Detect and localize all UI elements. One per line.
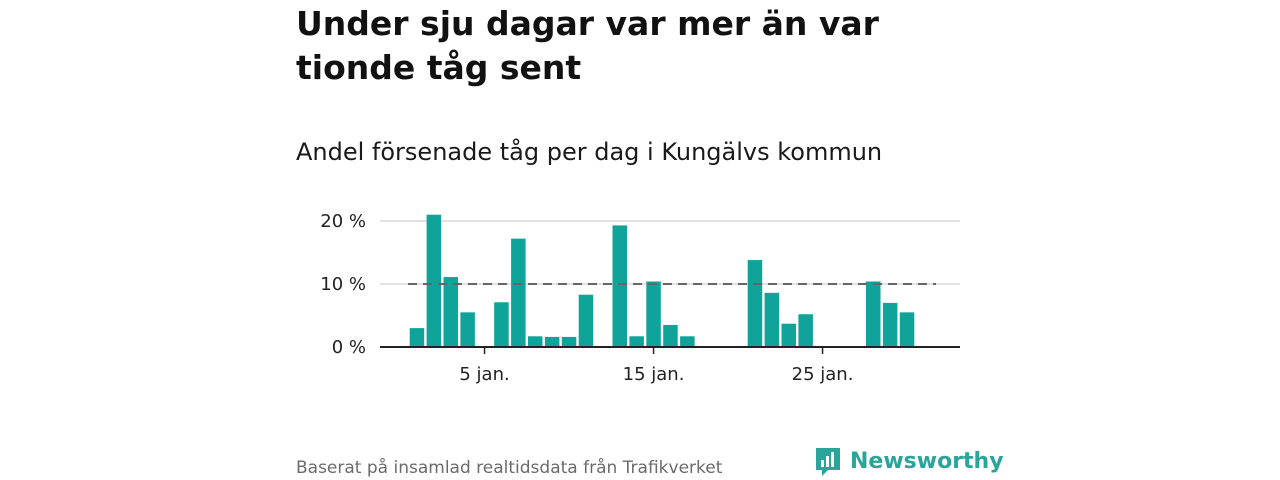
bar (764, 292, 780, 347)
bar (663, 324, 678, 347)
bar (629, 336, 644, 347)
axes: 0 % 10 % 20 % 5 jan. 15 jan. 25 jan. (320, 211, 960, 385)
source-note: Baserat på insamlad realtidsdata från Tr… (296, 458, 723, 478)
brand: Newsworthy (814, 446, 1004, 478)
bar (494, 302, 509, 347)
bars (409, 214, 915, 347)
y-tick-label: 0 % (332, 337, 366, 358)
brand-name: Newsworthy (850, 449, 1004, 474)
bar (882, 302, 898, 347)
bar (798, 314, 813, 347)
bar (781, 323, 796, 347)
x-tick-label: 15 jan. (623, 364, 685, 385)
chart-headline: Under sju dagar var mer än var tionde tå… (296, 4, 879, 87)
bar (680, 336, 695, 347)
bar (511, 238, 526, 347)
bar (443, 277, 458, 347)
chart-subtitle: Andel försenade tåg per dag i Kungälvs k… (296, 138, 883, 166)
bar (544, 336, 560, 347)
bar (866, 281, 881, 347)
bar (747, 260, 763, 347)
newsworthy-logo-icon (816, 448, 840, 476)
y-tick-label: 20 % (320, 211, 366, 232)
bar (646, 281, 661, 347)
bar (899, 312, 915, 347)
bar (426, 214, 442, 347)
bar (409, 328, 425, 347)
bar (612, 225, 627, 347)
x-tick-label: 5 jan. (459, 364, 509, 385)
y-tick-label: 10 % (320, 274, 366, 295)
bar (528, 336, 543, 347)
bar (561, 336, 577, 347)
bar (578, 294, 594, 347)
grid-lines (380, 220, 960, 285)
x-tick-label: 25 jan. (792, 364, 854, 385)
bar (460, 312, 475, 347)
